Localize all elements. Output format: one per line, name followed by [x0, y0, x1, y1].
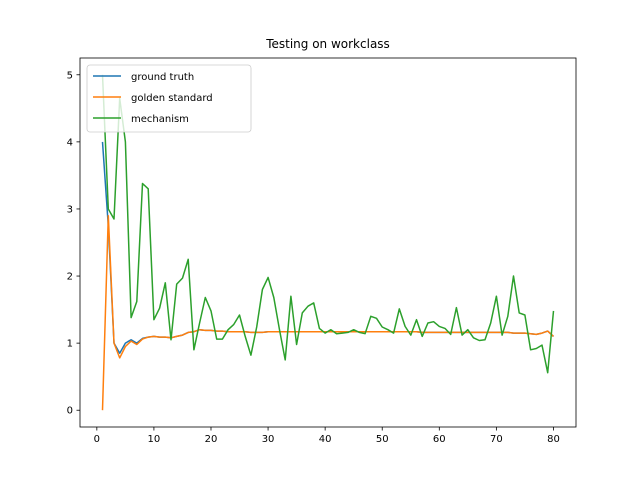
y-tick-label: 3 [67, 204, 73, 215]
axis-ticks: 0 10 20 30 40 50 60 70 80 0 1 2 3 4 5 [67, 70, 560, 445]
series-lines [101, 74, 555, 411]
legend-box [86, 64, 252, 133]
x-tick-label: 10 [148, 434, 161, 445]
x-tick-label: 50 [376, 434, 389, 445]
x-tick-label: 70 [490, 434, 503, 445]
legend: ground truth golden standard mechanism [86, 64, 252, 133]
x-tick-label: 30 [262, 434, 275, 445]
y-tick-label: 0 [67, 406, 73, 417]
y-tick-label: 1 [67, 339, 73, 350]
series-line-mechanism [101, 74, 555, 374]
y-tick-label: 2 [67, 272, 73, 283]
legend-label: ground truth [131, 72, 194, 83]
chart-title: Testing on workclass [265, 37, 390, 51]
x-tick-label: 0 [94, 434, 100, 445]
y-tick-label: 5 [67, 70, 73, 81]
y-tick-label: 4 [67, 137, 73, 148]
x-tick-label: 40 [319, 434, 332, 445]
plot-frame [79, 57, 577, 428]
x-tick-label: 60 [433, 434, 446, 445]
legend-label: mechanism [131, 114, 189, 125]
x-tick-label: 80 [547, 434, 560, 445]
legend-label: golden standard [131, 93, 213, 104]
x-tick-label: 20 [205, 434, 218, 445]
